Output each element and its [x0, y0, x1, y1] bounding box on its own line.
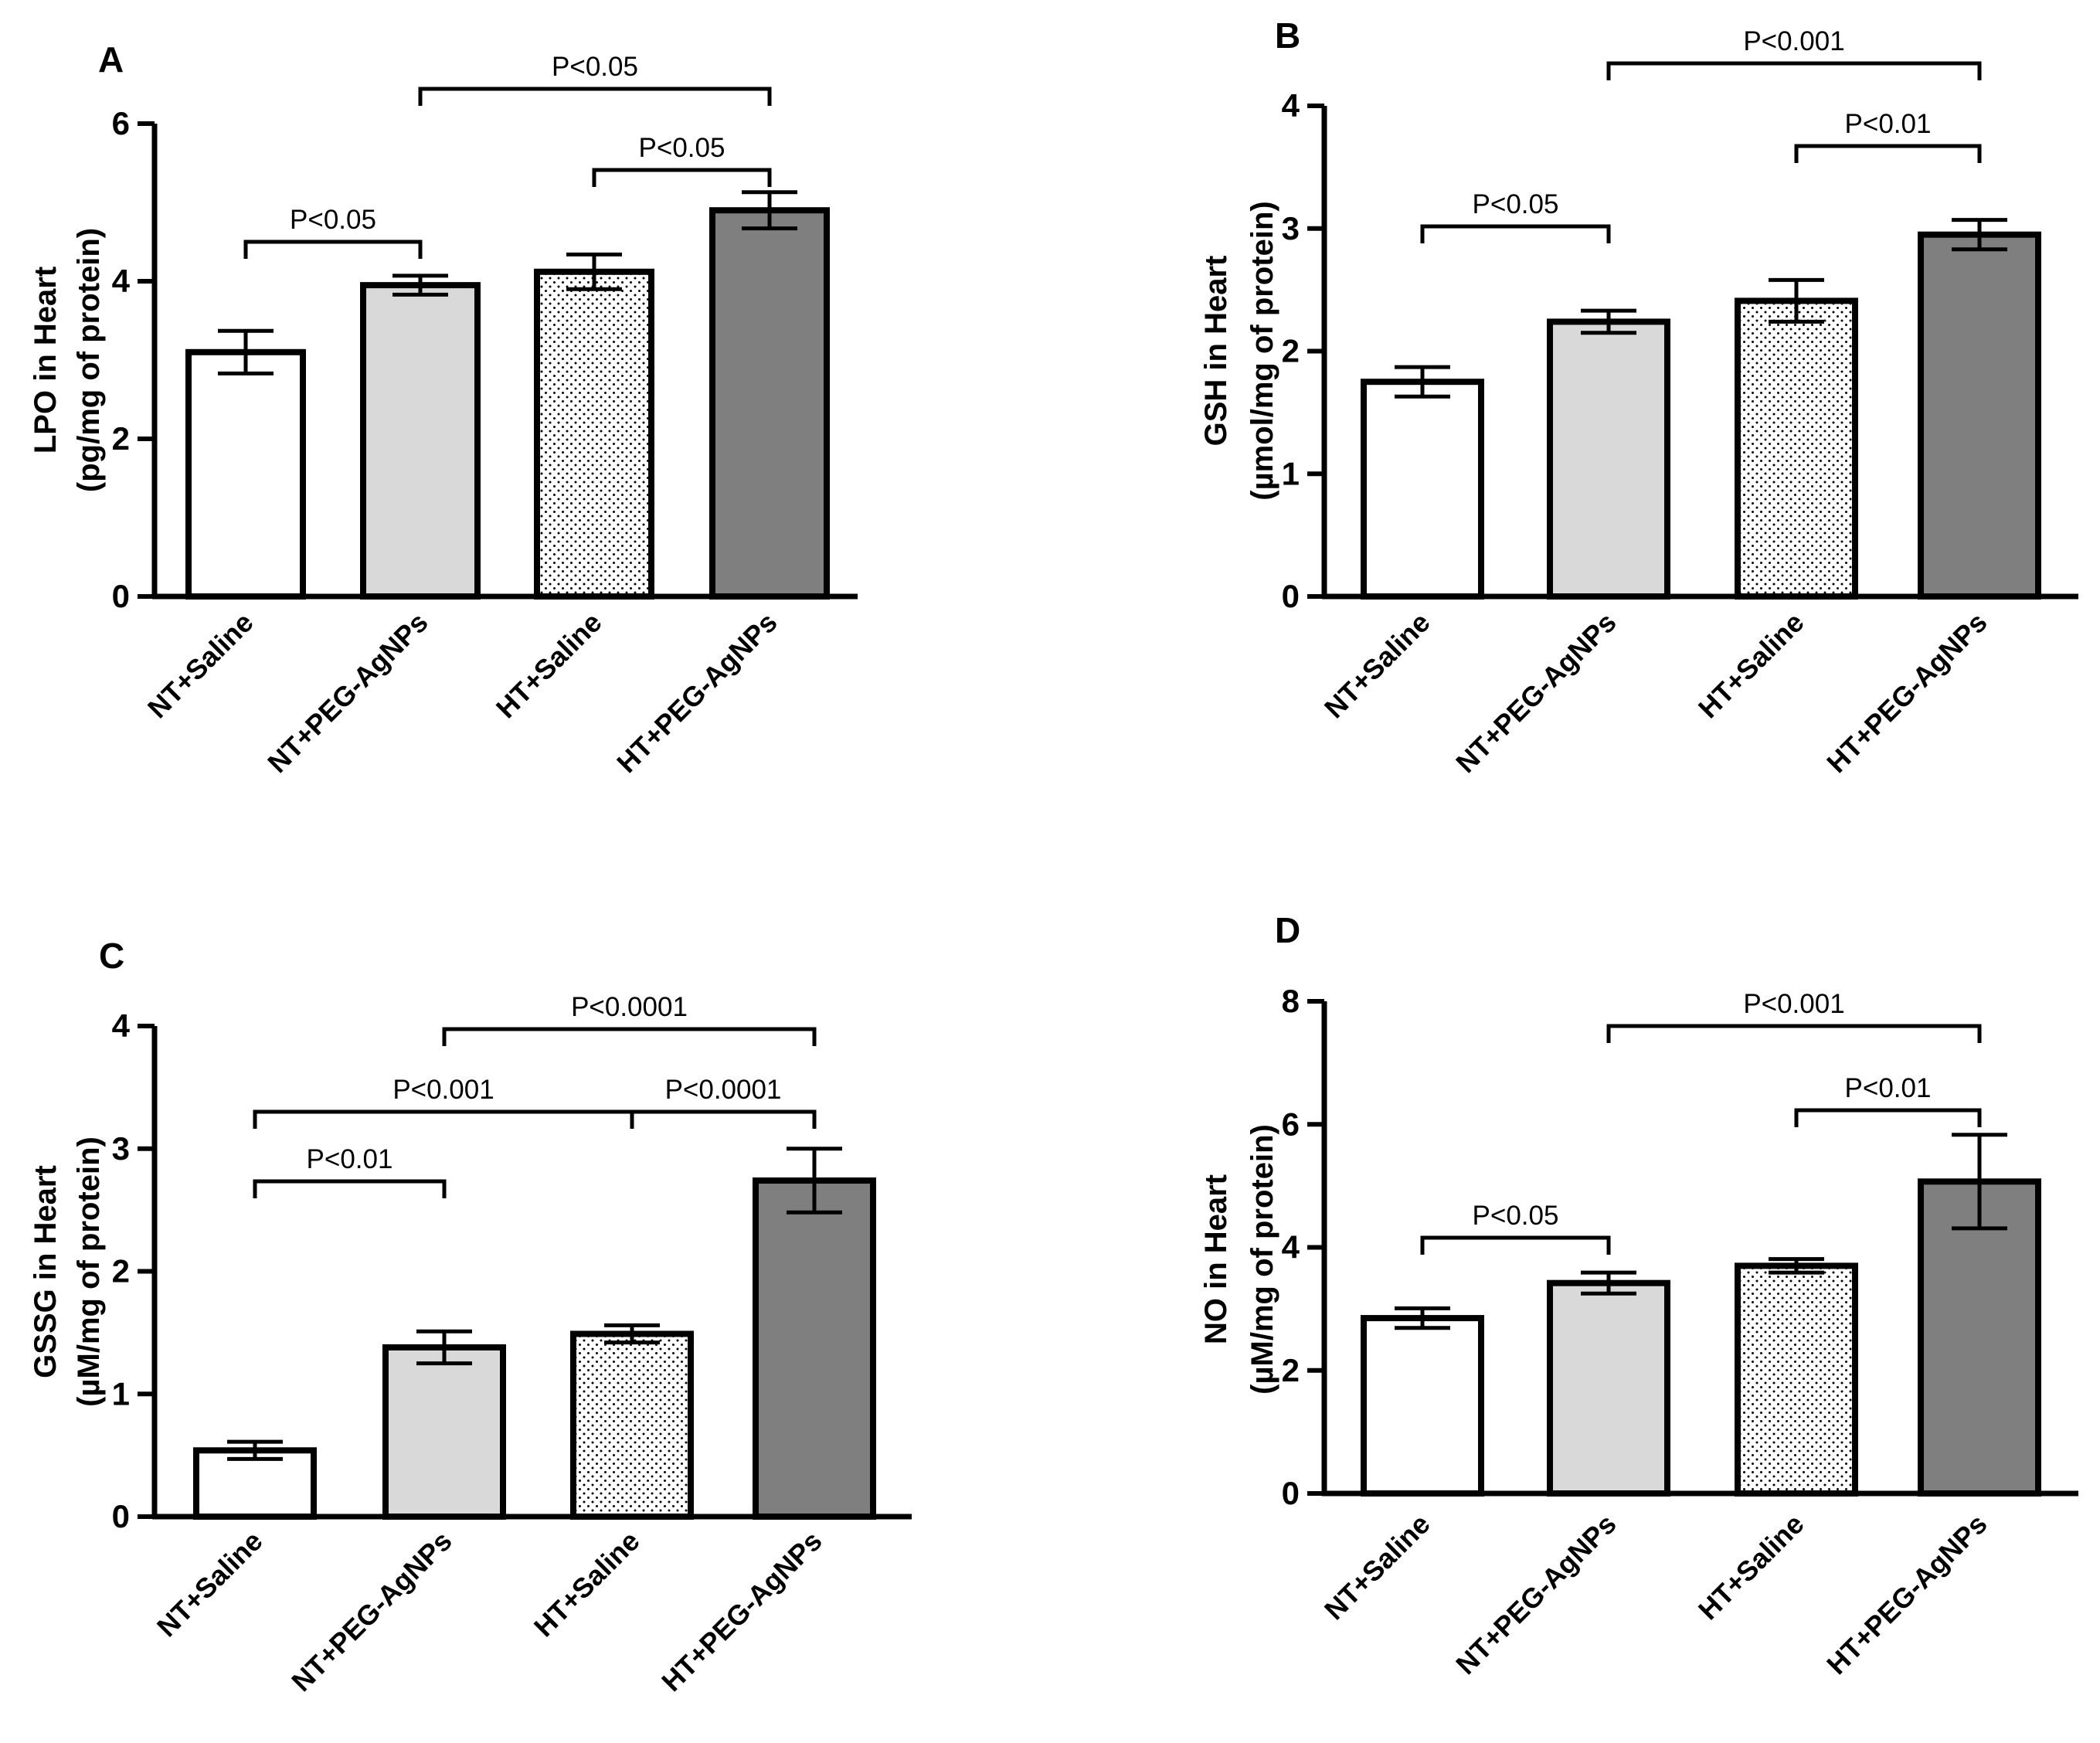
- panel-d-bar-4: [1918, 1178, 2041, 1497]
- panel-d-category-label-4: HT+PEG-AgNPs: [1820, 1508, 1993, 1680]
- panel-c-significance-bracket: [253, 1109, 634, 1129]
- panel-c-y-tick-label: 0: [112, 1498, 130, 1534]
- panel-b-significance-bracket: [1794, 144, 1982, 163]
- panel-a-category-label-4: HT+PEG-AgNPs: [610, 606, 783, 779]
- panel-d-significance-label: P<0.05: [1473, 1201, 1559, 1231]
- panel-b-category-label-4: HT+PEG-AgNPs: [1820, 606, 1993, 779]
- panel-c-significance-label: P<0.01: [307, 1144, 393, 1174]
- panel-b-bar-2: [1547, 318, 1670, 600]
- panel-c-y-tick-label: 3: [112, 1130, 130, 1167]
- panel-b-significance-label: P<0.01: [1845, 109, 1932, 139]
- panel-d-bar-2: [1547, 1279, 1670, 1497]
- panel-b-significance-label: P<0.05: [1473, 189, 1559, 219]
- panel-c-significance-bracket: [630, 1109, 817, 1129]
- panel-d-bar-1: [1361, 1315, 1484, 1497]
- panel-b-bar-1: [1361, 379, 1484, 600]
- panel-b-y-tick-label: 4: [1282, 87, 1300, 124]
- panel-d-y-tick-label: 4: [1282, 1229, 1300, 1266]
- panel-b-significance-label: P<0.001: [1743, 26, 1844, 56]
- panel-a-y-tick-label: 2: [112, 420, 130, 457]
- panel-a-y-tick-label: 4: [112, 263, 131, 299]
- panel-b-y-tick-label: 1: [1282, 455, 1300, 491]
- panel-b-category-label-2: NT+PEG-AgNPs: [1449, 606, 1622, 779]
- panel-c-significance-label: P<0.0001: [571, 992, 688, 1022]
- panel-c-category-label-3: HT+Saline: [528, 1525, 646, 1643]
- panel-c-bar-1: [193, 1447, 317, 1520]
- panel-b-y-axis-unit: (µmol/mg of protein): [1245, 201, 1279, 500]
- panel-a-letter: A: [98, 39, 124, 80]
- panel-b-category-label-3: HT+Saline: [1692, 606, 1810, 725]
- panel-d-significance-bracket: [1420, 1235, 1611, 1255]
- panel-c-y-axis-title: GSSG in Heart: [29, 1165, 63, 1378]
- panel-a-bar-1: [185, 348, 306, 600]
- panel-c-significance-label: P<0.001: [392, 1075, 494, 1105]
- panel-b-y-tick-label: 3: [1282, 210, 1300, 246]
- panel-d-letter: D: [1275, 910, 1300, 950]
- panel-c-bar-2: [382, 1344, 506, 1520]
- panel-c-category-label-1: NT+Saline: [151, 1525, 269, 1643]
- panel-d-significance-label: P<0.01: [1845, 1073, 1932, 1103]
- panel-d-significance-label: P<0.001: [1743, 989, 1844, 1019]
- panel-c-bar-4: [753, 1177, 876, 1520]
- panel-a-bar-4: [709, 207, 830, 600]
- panel-c-significance-bracket: [253, 1179, 447, 1198]
- panel-a-significance-bracket: [592, 168, 772, 187]
- panel-c-category-label-4: HT+PEG-AgNPs: [655, 1525, 827, 1697]
- panel-d-category-label-2: NT+PEG-AgNPs: [1449, 1508, 1622, 1680]
- panel-b-significance-bracket: [1420, 224, 1611, 243]
- panel-a-y-tick-label: 0: [112, 578, 130, 614]
- panel-c-significance-bracket: [442, 1027, 817, 1046]
- panel-a-category-label-3: HT+Saline: [490, 606, 608, 725]
- panel-c-significance-label: P<0.0001: [665, 1075, 782, 1105]
- panel-c-letter: C: [99, 936, 124, 976]
- panel-d-y-tick-label: 8: [1282, 983, 1300, 1019]
- panel-c-y-tick-label: 2: [112, 1253, 130, 1289]
- panel-a-bar-2: [360, 282, 481, 600]
- panel-d-significance-bracket: [1606, 1024, 1982, 1043]
- panel-b-y-tick-label: 0: [1282, 578, 1300, 614]
- panel-a-y-axis-title: LPO in Heart: [29, 267, 63, 454]
- panel-d-significance-bracket: [1794, 1108, 1982, 1127]
- panel-a-significance-bracket: [418, 87, 772, 106]
- panel-c-y-tick-label: 1: [112, 1375, 130, 1412]
- panel-a-category-label-1: NT+Saline: [141, 606, 260, 725]
- panel-a-significance-bracket: [243, 240, 423, 259]
- panel-c-category-label-2: NT+PEG-AgNPs: [285, 1525, 457, 1697]
- panel-d-y-axis-unit: (µM/mg of protein): [1245, 1124, 1279, 1395]
- panel-a-significance-label: P<0.05: [552, 52, 638, 82]
- panel-a-y-tick-label: 6: [112, 105, 130, 141]
- panel-c-y-axis-unit: (µM/mg of protein): [72, 1137, 106, 1407]
- panel-b-y-axis-title: GSH in Heart: [1199, 256, 1233, 447]
- panel-d-y-tick-label: 0: [1282, 1475, 1300, 1511]
- panel-a-significance-label: P<0.05: [639, 133, 725, 163]
- panel-d-y-tick-label: 6: [1282, 1106, 1300, 1142]
- panel-a-significance-label: P<0.05: [290, 205, 376, 235]
- panel-b-y-tick-label: 2: [1282, 333, 1300, 369]
- panel-a-y-axis-unit: (pg/mg of protein): [72, 228, 106, 492]
- panel-a-bar-3: [534, 268, 654, 600]
- panel-d-bar-3: [1735, 1262, 1858, 1497]
- panel-c-bar-3: [570, 1330, 694, 1520]
- panel-d-y-axis-title: NO in Heart: [1199, 1174, 1233, 1344]
- panel-b-bar-3: [1735, 297, 1858, 600]
- panel-d-y-tick-label: 2: [1282, 1352, 1300, 1388]
- panel-b-bar-4: [1918, 231, 2041, 600]
- panel-d-category-label-3: HT+Saline: [1692, 1508, 1810, 1626]
- panel-b-significance-bracket: [1606, 61, 1982, 80]
- panel-b-letter: B: [1275, 15, 1300, 56]
- panel-a-category-label-2: NT+PEG-AgNPs: [261, 606, 433, 779]
- panel-c-y-tick-label: 4: [112, 1007, 131, 1044]
- panel-b-category-label-1: NT+Saline: [1318, 606, 1436, 725]
- panel-d-category-label-1: NT+Saline: [1318, 1508, 1436, 1626]
